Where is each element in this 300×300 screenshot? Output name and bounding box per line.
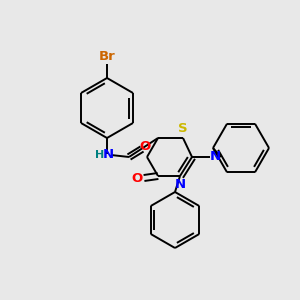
Text: O: O	[131, 172, 142, 184]
Text: Br: Br	[99, 50, 116, 62]
Text: N: N	[102, 148, 114, 161]
Text: H: H	[95, 150, 105, 160]
Text: N: N	[174, 178, 186, 191]
Text: S: S	[178, 122, 188, 136]
Text: N: N	[209, 151, 220, 164]
Text: O: O	[140, 140, 151, 152]
